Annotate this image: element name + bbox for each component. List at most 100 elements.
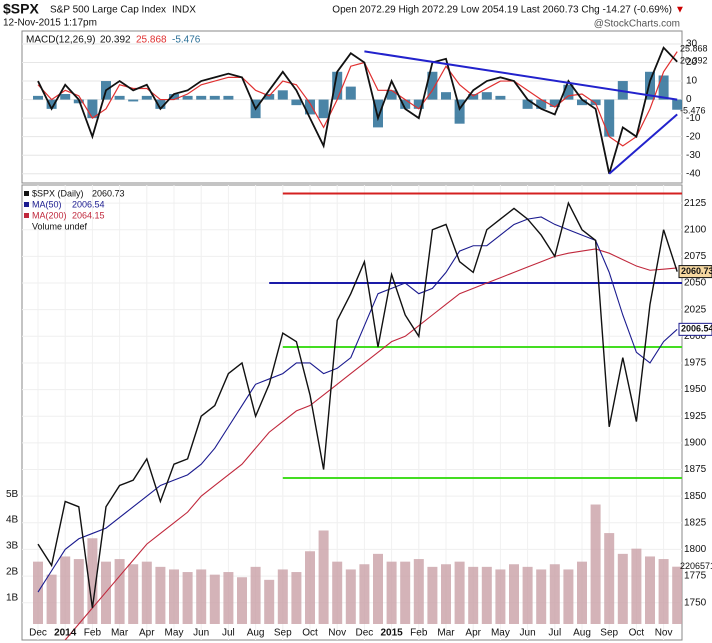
volume-bar	[413, 559, 424, 624]
histogram-bar	[277, 90, 288, 100]
last-value-label: 25.868	[680, 43, 708, 53]
histogram-bar	[386, 90, 397, 100]
volume-bar	[73, 559, 84, 624]
volume-bar	[386, 561, 397, 624]
price-plot	[22, 185, 682, 640]
histogram-bar	[60, 94, 71, 100]
volume-bar	[359, 564, 370, 624]
histogram-bar	[441, 92, 451, 100]
volume-bar	[291, 572, 302, 624]
histogram-bar	[672, 99, 682, 110]
x-tick-label: 2015	[380, 628, 403, 639]
last-value-label: 20.392	[680, 55, 708, 65]
down-arrow: ▼	[675, 5, 685, 16]
x-tick-label: Jun	[193, 628, 209, 639]
x-tick-label: Apr	[139, 628, 155, 639]
histogram-bar	[196, 95, 207, 100]
volume-bar	[250, 566, 261, 624]
x-tick-label: Feb	[410, 628, 428, 639]
x-tick-label: Nov	[328, 628, 346, 639]
volume-bar	[549, 564, 560, 624]
macd-line	[37, 51, 678, 147]
y-tick-label: 1800	[684, 544, 707, 555]
y-tick-label: 10	[686, 76, 698, 87]
volume-bar	[345, 569, 356, 624]
x-tick-label: Sep	[600, 628, 618, 639]
histogram-bar	[522, 99, 533, 109]
histogram-bar	[46, 99, 57, 109]
legend-macd-value: 20.392	[100, 35, 131, 46]
volume-bar	[509, 564, 519, 624]
volume-bar	[46, 574, 57, 624]
volume-tick-label: 1B	[6, 593, 19, 604]
legend-volume: Volume undef	[32, 221, 88, 231]
volume-bar	[672, 566, 682, 624]
quote: Open 2072.29 High 2072.29 Low 2054.19 La…	[332, 5, 672, 16]
x-tick-label: Feb	[84, 628, 102, 639]
legend-value: 2064.15	[72, 210, 105, 220]
x-tick-label: Oct	[302, 628, 318, 639]
x-tick-label: Sep	[274, 628, 292, 639]
volume-bar	[645, 556, 655, 624]
y-tick-label: 1950	[684, 384, 707, 395]
histogram-bar	[563, 84, 574, 100]
histogram-bar	[318, 99, 329, 119]
x-tick-label: Apr	[465, 628, 481, 639]
histogram-bar	[264, 94, 275, 100]
y-tick-label: 1875	[684, 464, 707, 475]
histogram-bar	[223, 95, 234, 100]
source: @StockCharts.com	[594, 19, 680, 30]
price-line	[37, 216, 678, 593]
last-value-label: -5.476	[680, 105, 706, 115]
volume-bar	[305, 551, 315, 624]
volume-bar	[617, 553, 628, 624]
histogram-bar	[155, 99, 166, 109]
y-tick-label: 20	[686, 57, 698, 68]
histogram-bar	[481, 92, 492, 100]
legend-swatch	[24, 202, 29, 207]
volume-bar	[182, 572, 193, 624]
volume-bar	[441, 564, 451, 624]
y-tick-label: 1925	[684, 411, 707, 422]
volume-bar	[209, 574, 220, 624]
x-tick-label: Jul	[222, 628, 235, 639]
volume-bar	[454, 561, 465, 624]
y-tick-label: 2100	[684, 224, 707, 235]
volume-bar	[141, 561, 152, 624]
histogram-bar	[495, 95, 506, 100]
volume-bar	[536, 569, 547, 624]
last-value-box	[678, 265, 712, 279]
exchange: INDX	[172, 5, 196, 16]
legend-value: 2060.73	[92, 188, 125, 198]
y-tick-label: -40	[686, 168, 701, 179]
histogram-bar	[291, 99, 302, 106]
y-tick-label: -20	[686, 131, 701, 142]
legend-swatch	[24, 213, 29, 218]
volume-tick-label: 3B	[6, 541, 19, 552]
x-tick-label: Dec	[356, 628, 374, 639]
volume-bar	[427, 566, 438, 624]
histogram-bar	[590, 99, 601, 106]
x-tick-label: May	[491, 628, 510, 639]
legend-signal-value: 25.868	[136, 35, 167, 46]
histogram-bar	[658, 75, 669, 100]
volume-bar	[658, 559, 669, 624]
x-tick-label: Jun	[520, 628, 536, 639]
y-tick-label: 1825	[684, 517, 707, 528]
y-tick-label: 1975	[684, 358, 707, 369]
volume-last-label: 2206571	[680, 561, 712, 571]
legend-swatch	[24, 191, 29, 196]
histogram-bar	[549, 99, 560, 107]
volume-tick-label: 4B	[6, 515, 19, 526]
trendline	[364, 50, 678, 101]
legend-name: $SPX (Daily)	[32, 188, 84, 198]
last-value-label: 2006.54	[681, 324, 712, 334]
histogram-bar	[577, 99, 587, 106]
x-tick-label: 2014	[54, 628, 77, 639]
volume-bar	[468, 566, 479, 624]
volume-bar	[87, 538, 98, 624]
volume-bar	[60, 556, 71, 624]
volume-bar	[114, 559, 125, 624]
volume-bar	[495, 569, 506, 624]
histogram-bar	[604, 99, 615, 137]
